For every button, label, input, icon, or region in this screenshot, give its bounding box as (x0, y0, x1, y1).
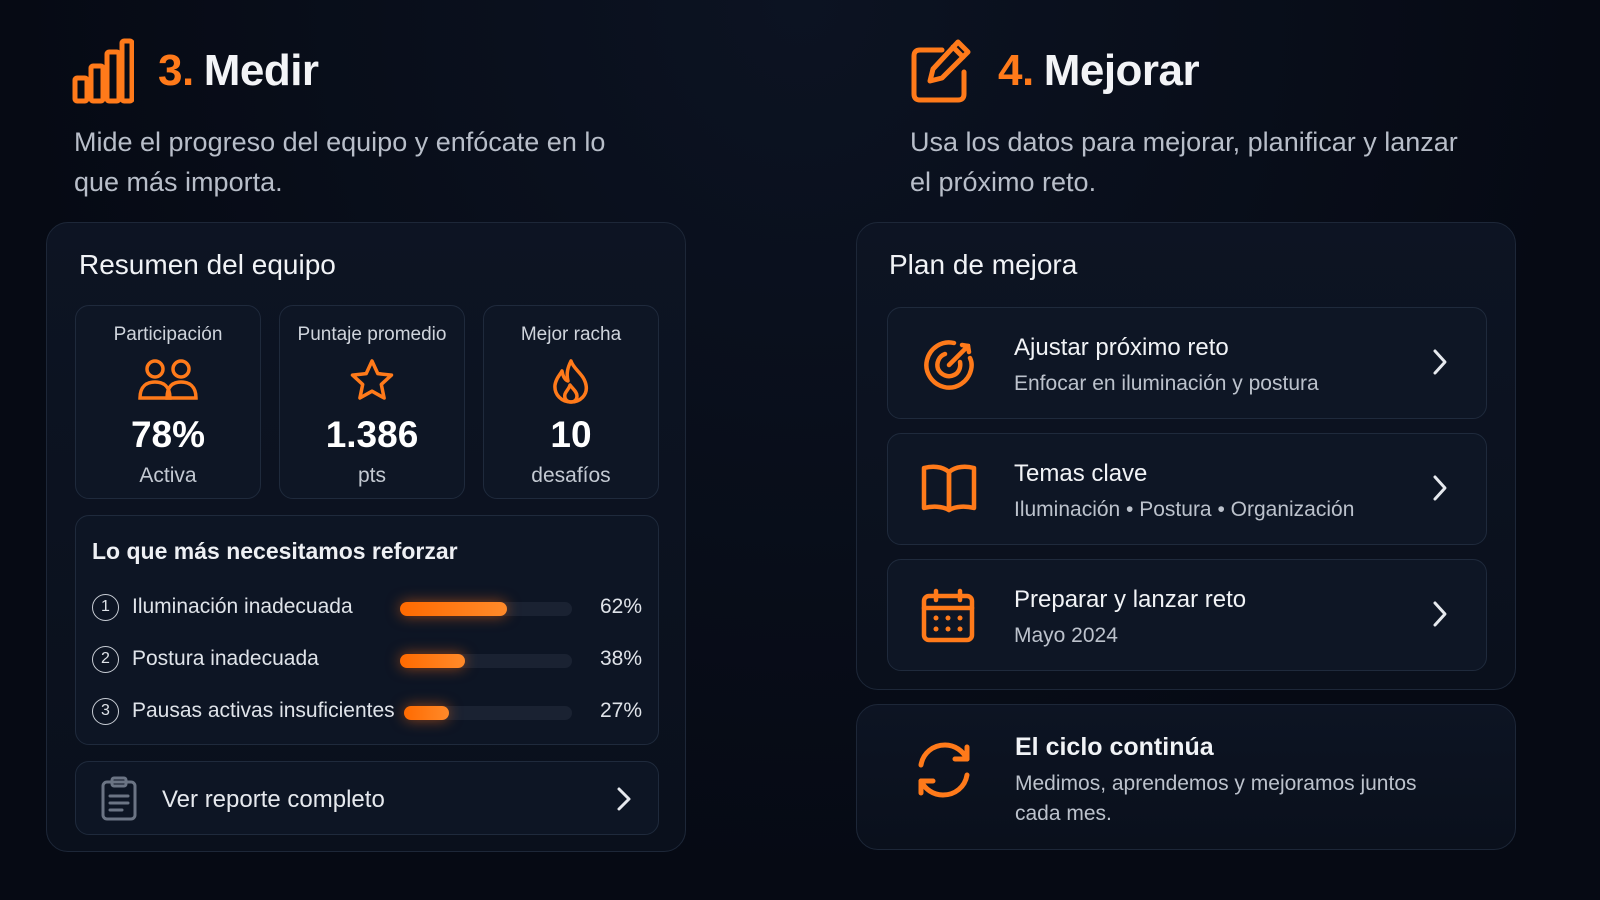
stat-value: 10 (550, 414, 592, 455)
plan-item-desc: Iluminación • Postura • Organización (1014, 498, 1355, 521)
plan-item-key-topics[interactable]: Temas clave Iluminación • Postura • Orga… (887, 433, 1487, 545)
plan-item-title: Ajustar próximo reto (1014, 334, 1229, 361)
stat-card-score: Puntaje promedio 1.386 pts (279, 305, 465, 499)
reinforce-card: Lo que más necesitamos reforzar 1 Ilumin… (75, 515, 659, 745)
plan-item-title: Preparar y lanzar reto (1014, 586, 1247, 613)
stat-card-streak: Mejor racha 10 desafíos (483, 305, 659, 499)
reinforce-row: 1 Iluminación inadecuada 62% (92, 592, 642, 624)
plan-item-desc: Enfocar en iluminación y postura (1014, 372, 1319, 395)
rank-badge: 3 (92, 698, 119, 725)
cycle-desc: Medimos, aprendemos y mejoramos juntos c… (1015, 772, 1417, 825)
plan-title: Plan de mejora (889, 249, 1078, 280)
plan-item-desc: Mayo 2024 (1014, 624, 1118, 647)
stat-unit: Activa (139, 464, 197, 487)
plan-item-title: Temas clave (1014, 460, 1148, 487)
stat-label: Participación (113, 324, 223, 345)
reinforce-name: Pausas activas insuficientes (132, 699, 395, 722)
chevron-right-icon (1432, 474, 1448, 507)
reinforce-row: 2 Postura inadecuada 38% (92, 644, 642, 676)
medir-word: Medir (203, 46, 319, 95)
team-summary-title: Resumen del equipo (79, 249, 336, 280)
reinforce-name: Postura inadecuada (132, 647, 319, 670)
book-icon (920, 462, 978, 519)
rank-badge: 1 (92, 594, 119, 621)
reinforce-percent: 27% (599, 699, 642, 722)
plan-item-adjust-challenge[interactable]: Ajustar próximo reto Enfocar en iluminac… (887, 307, 1487, 419)
reinforce-row: 3 Pausas activas insuficientes 27% (92, 696, 642, 728)
stat-label: Mejor racha (520, 324, 622, 345)
stat-unit: desafíos (531, 464, 611, 487)
progress-fill (404, 706, 450, 720)
chevron-right-icon (1432, 348, 1448, 381)
improvement-plan-panel: Plan de mejora Ajustar próximo reto Enfo… (856, 222, 1516, 690)
view-full-report-button[interactable]: Ver reporte completo (75, 761, 659, 835)
chevron-right-icon (616, 786, 632, 817)
cycle-title: El ciclo continúa (1015, 733, 1214, 761)
medir-number: 3. (158, 46, 194, 95)
progress-fill (400, 602, 507, 616)
mejorar-title: 4. Mejorar (998, 46, 1200, 96)
mejorar-word: Mejorar (1043, 46, 1200, 95)
calendar-icon (920, 588, 976, 649)
reinforce-name: Iluminación inadecuada (132, 595, 353, 618)
bar-chart-icon (72, 38, 134, 104)
progress-track (400, 654, 572, 668)
report-label: Ver reporte completo (162, 786, 385, 813)
plan-item-launch-challenge[interactable]: Preparar y lanzar reto Mayo 2024 (887, 559, 1487, 671)
stat-unit: pts (357, 464, 386, 487)
mejorar-number: 4. (998, 46, 1034, 95)
medir-header: 3. Medir (72, 38, 319, 104)
refresh-icon (909, 735, 979, 810)
progress-track (404, 706, 572, 720)
medir-title: 3. Medir (158, 46, 319, 96)
medir-section: 3. Medir Mide el progreso del equipo y en… (46, 38, 686, 852)
reinforce-percent: 62% (599, 595, 642, 618)
star-icon (280, 358, 464, 402)
stat-value: 1.386 (325, 414, 419, 455)
mejorar-subtitle: Usa los datos para mejorar, planificar y… (910, 127, 1458, 197)
reinforce-title: Lo que más necesitamos reforzar (92, 538, 458, 564)
target-icon (920, 336, 978, 399)
flame-icon (484, 358, 658, 404)
stat-card-participation: Participación 78% Activa (75, 305, 261, 499)
medir-subtitle: Mide el progreso del equipo y enfócate e… (74, 127, 606, 197)
reinforce-percent: 38% (599, 647, 642, 670)
stat-value: 78% (130, 414, 206, 455)
clipboard-icon (100, 776, 138, 827)
users-icon (76, 358, 260, 400)
chevron-right-icon (1432, 600, 1448, 633)
mejorar-header: 4. Mejorar (910, 38, 1200, 104)
rank-badge: 2 (92, 646, 119, 673)
cycle-card: El ciclo continúa Medimos, aprendemos y … (856, 704, 1516, 850)
edit-icon (910, 38, 974, 104)
progress-fill (400, 654, 466, 668)
mejorar-section: 4. Mejorar Usa los datos para mejorar, pl… (800, 0, 1600, 900)
stat-label: Puntaje promedio (297, 324, 447, 345)
progress-track (400, 602, 572, 616)
team-summary-panel: Resumen del equipo Participación 78% Act… (46, 222, 686, 852)
